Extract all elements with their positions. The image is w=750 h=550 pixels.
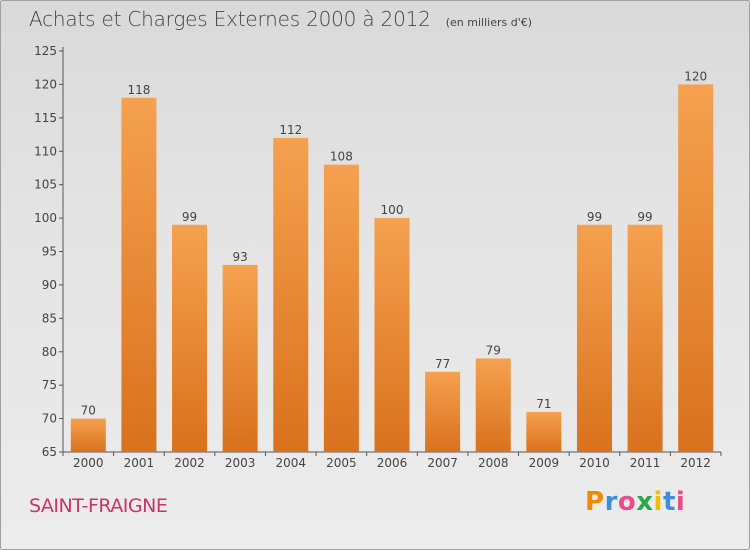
bar-value-label: 77 xyxy=(435,357,450,371)
chart-title: Achats et Charges Externes 2000 à 2012 xyxy=(29,7,431,31)
bar-value-label: 71 xyxy=(536,397,551,411)
bar xyxy=(121,97,157,453)
bar xyxy=(526,411,562,452)
bar xyxy=(172,224,208,452)
logo-letter: t xyxy=(662,487,676,517)
logo-letter: i xyxy=(675,487,686,517)
logo-letter: x xyxy=(636,487,654,517)
bar-value-label: 99 xyxy=(587,210,602,224)
bar-value-label: 70 xyxy=(81,404,96,418)
bar xyxy=(222,264,258,452)
x-tick-label: 2000 xyxy=(73,456,104,470)
y-tick-label: 70 xyxy=(42,412,57,426)
bar xyxy=(70,418,106,452)
x-tick-label: 2012 xyxy=(680,456,711,470)
bar-value-label: 120 xyxy=(684,69,707,83)
bar-value-label: 93 xyxy=(233,250,248,264)
chart-subtitle: (en milliers d'€) xyxy=(445,16,533,29)
x-tick-label: 2001 xyxy=(124,456,155,470)
y-tick-label: 110 xyxy=(34,144,57,158)
y-tick-label: 85 xyxy=(42,311,57,325)
bar xyxy=(374,218,410,452)
bar-value-label: 79 xyxy=(486,343,501,357)
y-tick-label: 75 xyxy=(42,378,57,392)
bar xyxy=(678,84,714,453)
x-tick-label: 2003 xyxy=(225,456,256,470)
y-tick-label: 120 xyxy=(34,77,57,91)
bar xyxy=(425,371,461,452)
y-tick-label: 90 xyxy=(42,278,57,292)
logo-letter: o xyxy=(617,487,637,517)
commune-name: SAINT-FRAIGNE xyxy=(29,495,168,517)
bar xyxy=(475,358,511,452)
logo-letter: i xyxy=(653,487,663,517)
x-tick-label: 2004 xyxy=(275,456,306,470)
bar xyxy=(273,137,309,452)
x-tick-label: 2005 xyxy=(326,456,357,470)
x-tick-label: 2008 xyxy=(478,456,509,470)
x-tick-label: 2006 xyxy=(377,456,408,470)
y-tick-label: 80 xyxy=(42,345,57,359)
y-tick-label: 100 xyxy=(34,211,57,225)
x-tick-label: 2002 xyxy=(174,456,205,470)
proxiti-logo: Proxiti xyxy=(585,487,685,517)
x-tick-label: 2010 xyxy=(579,456,610,470)
bar-value-label: 118 xyxy=(127,83,150,97)
bar-value-label: 99 xyxy=(637,210,652,224)
y-tick-label: 65 xyxy=(42,445,57,459)
y-tick-label: 105 xyxy=(34,178,57,192)
bar-value-label: 112 xyxy=(279,123,302,137)
bar-value-label: 108 xyxy=(330,150,353,164)
title-row: Achats et Charges Externes 2000 à 2012 (… xyxy=(29,7,532,31)
y-tick-label: 125 xyxy=(34,44,57,58)
logo-letter: r xyxy=(604,487,618,517)
x-tick-label: 2009 xyxy=(529,456,560,470)
bar-value-label: 99 xyxy=(182,210,197,224)
bar-value-label: 100 xyxy=(381,203,404,217)
x-tick-label: 2007 xyxy=(427,456,458,470)
logo-letter: P xyxy=(585,487,605,517)
y-tick-label: 95 xyxy=(42,245,57,259)
x-tick-label: 2011 xyxy=(630,456,661,470)
bar xyxy=(576,224,612,452)
bar xyxy=(627,224,663,452)
bar xyxy=(323,164,359,452)
y-tick-label: 115 xyxy=(34,111,57,125)
